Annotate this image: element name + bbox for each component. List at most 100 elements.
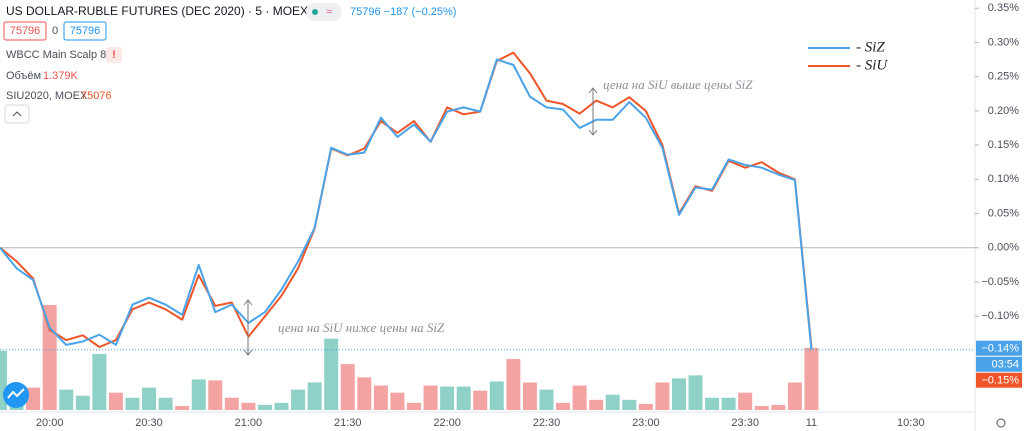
price-tag-label: −0.14% xyxy=(981,343,1019,355)
x-tick-label: 23:30 xyxy=(731,417,759,429)
annotation-arrow xyxy=(588,87,598,136)
plot-layer xyxy=(0,51,975,351)
x-tick-label: 22:30 xyxy=(533,417,561,429)
volume-bar xyxy=(787,382,802,410)
buy-box[interactable] xyxy=(63,21,107,41)
volume-bar xyxy=(473,390,488,410)
volume-bar xyxy=(539,389,554,410)
warning-icon[interactable] xyxy=(106,47,122,63)
sell-box[interactable] xyxy=(3,21,47,41)
collapse-button[interactable] xyxy=(4,104,30,124)
price-tag xyxy=(976,340,1022,356)
volume-bar xyxy=(274,402,289,410)
y-tick-label: 0.25% xyxy=(988,71,1019,83)
volume-bar xyxy=(671,378,686,410)
logo-icon xyxy=(7,388,25,399)
price-tag-label: 03:54 xyxy=(991,359,1019,371)
volume-bar xyxy=(142,387,157,410)
volume-bar xyxy=(556,402,571,410)
volume-bar xyxy=(241,402,256,410)
settings-icon[interactable] xyxy=(996,418,1006,428)
y-tick-label: −0.05% xyxy=(981,276,1019,288)
volume-bar xyxy=(59,389,74,410)
x-tick-label: 21:30 xyxy=(334,417,362,429)
x-tick-label: 10:30 xyxy=(897,417,925,429)
status-dot xyxy=(312,9,318,15)
price-tag-label: −0.15% xyxy=(981,375,1019,387)
volume-bar xyxy=(456,386,471,410)
volume-bar xyxy=(638,403,653,410)
volume-bar xyxy=(357,377,372,410)
status-icon: ≈ xyxy=(326,6,332,18)
legend-label: - SiZ xyxy=(856,39,885,55)
y-tick-label: 0.10% xyxy=(988,173,1019,185)
volume-bar xyxy=(224,397,239,410)
volume-bar xyxy=(688,375,703,410)
volume-bar xyxy=(291,389,306,410)
price-tag xyxy=(976,372,1022,388)
x-tick-label: 20:00 xyxy=(36,417,64,429)
compare-value: 75076 xyxy=(81,90,112,102)
volume-bar xyxy=(738,392,753,410)
y-tick-label: 0.35% xyxy=(988,2,1019,14)
sell-price: 75796 xyxy=(10,25,41,37)
volume-bar xyxy=(0,350,7,410)
volume-bar xyxy=(754,405,769,410)
volume-bar xyxy=(771,404,786,410)
annotation-arrow xyxy=(243,299,253,356)
series-line xyxy=(0,58,813,350)
volume-bar xyxy=(373,385,388,410)
volume-bar xyxy=(26,387,41,410)
volume-bar xyxy=(108,392,123,410)
symbol-title: US DOLLAR-RUBLE FUTURES (DEC 2020) · 5 ·… xyxy=(6,4,308,18)
y-tick-label: 0.20% xyxy=(988,105,1019,117)
status-badge[interactable] xyxy=(306,3,342,21)
volume-bar xyxy=(42,305,57,410)
buy-price: 75796 xyxy=(70,25,101,37)
x-tick-label: 23:00 xyxy=(632,417,660,429)
annotation: цена на SiU ниже цены на SiZ xyxy=(278,320,445,335)
volume-value: 1.379K xyxy=(43,70,79,82)
indicator-name: WBCC Main Scalp 8 xyxy=(6,49,106,61)
y-tick-label: 0.00% xyxy=(988,242,1019,254)
y-tick-label: 0.15% xyxy=(988,139,1019,151)
warning-mark: ! xyxy=(112,49,116,61)
compare-symbol: SIU2020, MOEX xyxy=(6,90,88,102)
volume-bar xyxy=(75,395,90,410)
volume-bar xyxy=(622,399,637,410)
quote: 75796 −187 (−0.25%) xyxy=(350,6,456,18)
annotation: цена на SiU выше цены SiZ xyxy=(603,77,753,92)
volume-bar xyxy=(522,382,537,410)
volume-bar xyxy=(324,338,339,410)
volume-bar xyxy=(572,385,587,410)
volume-bar xyxy=(655,382,670,410)
y-tick-label: 0.30% xyxy=(988,36,1019,48)
series-line xyxy=(0,51,813,348)
volume-bar xyxy=(208,380,223,410)
x-tick-label: 22:00 xyxy=(433,417,461,429)
volume-label: Объём xyxy=(6,70,41,82)
volume-bar xyxy=(506,359,521,410)
spread: 0 xyxy=(52,25,58,37)
volume-bar xyxy=(125,397,140,410)
price-tag xyxy=(976,356,1022,372)
volume-bar xyxy=(804,347,819,410)
x-tick-label: 20:30 xyxy=(135,417,163,429)
volume-bar xyxy=(589,399,604,410)
volume-bar xyxy=(257,404,272,410)
volume-bar xyxy=(721,397,736,410)
legend-label: - SiU xyxy=(856,57,888,73)
volume-bar xyxy=(605,394,620,410)
volume-bar xyxy=(705,397,720,410)
volume-bar xyxy=(340,364,355,410)
volume-bar xyxy=(158,397,173,410)
volume-bar xyxy=(307,382,322,410)
volume-bar xyxy=(489,381,504,410)
x-tick-label: 21:00 xyxy=(235,417,263,429)
volume-bar xyxy=(92,353,107,410)
y-tick-label: 0.05% xyxy=(988,207,1019,219)
volume-bar xyxy=(407,402,421,410)
y-tick-label: −0.10% xyxy=(981,310,1019,322)
volume-bar xyxy=(440,386,455,410)
